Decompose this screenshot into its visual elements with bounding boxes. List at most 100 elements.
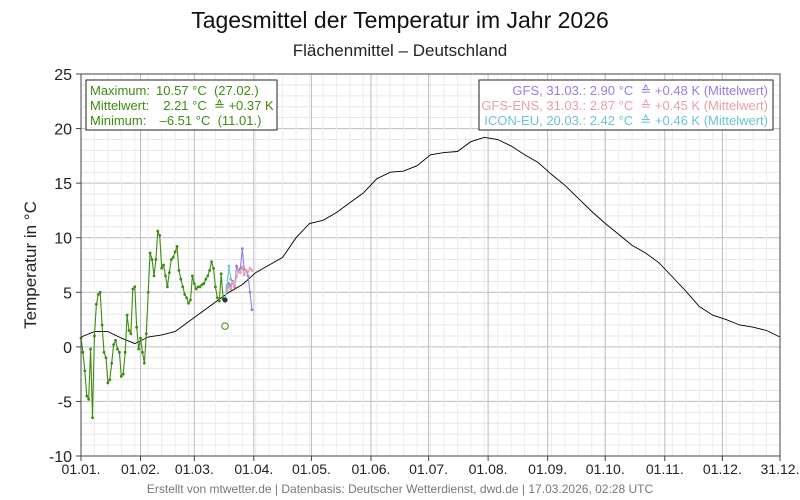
- series-point: [204, 277, 208, 281]
- series-line: [224, 266, 232, 300]
- series-point: [212, 266, 215, 270]
- series-point: [110, 361, 114, 365]
- series-point: [123, 350, 127, 354]
- series-line: [80, 136, 781, 345]
- x-axis-ticks: 01.01. 01.02. 01.03. 01.04. 01.05. 01.06. 01.0…: [62, 456, 800, 477]
- stat-value: 2.21 °C ≙ +0.37 K: [156, 98, 274, 113]
- series-point: [142, 361, 146, 365]
- footer-credit: Erstellt von mtwetter.de | Datenbasis: D…: [147, 482, 654, 496]
- marker-layer: [221, 297, 229, 330]
- x-tick-label: 01.08.: [469, 461, 508, 477]
- chart-title: Tagesmittel der Temperatur im Jahr 2026: [191, 7, 609, 33]
- series-point: [194, 287, 198, 291]
- series-point: [148, 251, 152, 255]
- series-point: [127, 329, 131, 332]
- series-point: [131, 287, 135, 291]
- series-point: [215, 296, 219, 300]
- series-point: [246, 274, 250, 278]
- series-point: [235, 275, 238, 279]
- series-point: [100, 323, 104, 327]
- x-tick-label: 01.06.: [352, 461, 391, 477]
- grid: [80, 73, 781, 457]
- series-point: [192, 282, 196, 285]
- series-point: [156, 229, 160, 233]
- series-point: [187, 301, 190, 305]
- series-point: [169, 258, 173, 261]
- series-point: [185, 296, 189, 300]
- series-point: [181, 285, 185, 289]
- y-tick-label: 20: [54, 122, 72, 139]
- series-layer: [79, 136, 781, 420]
- series-point: [137, 347, 141, 351]
- series-point: [139, 336, 142, 340]
- forecast-box: GFS, 31.03.: 2.90 °C ≙ +0.48 K (Mittelwe…: [478, 79, 774, 131]
- series-point: [93, 334, 96, 338]
- series-point: [108, 378, 112, 381]
- series-point: [196, 285, 200, 289]
- stat-label: Maximum:: [90, 83, 150, 98]
- current-value-marker: [222, 297, 228, 303]
- series-point: [135, 325, 139, 329]
- series-point: [104, 356, 108, 360]
- statistics-box: Maximum: 10.57 °C (27.02.) Mittelwert: 2.2…: [85, 79, 278, 131]
- series-point: [133, 285, 137, 289]
- series-point: [98, 290, 102, 294]
- forecast-box-frame: [478, 79, 774, 131]
- y-tick-label: 15: [54, 176, 72, 193]
- series-point: [154, 258, 158, 261]
- series-point: [225, 284, 229, 288]
- series-point: [158, 234, 162, 237]
- series-point: [85, 394, 89, 398]
- series-point: [206, 274, 210, 278]
- stat-value: 10.57 °C (27.02.): [156, 83, 259, 98]
- series-point: [179, 277, 183, 281]
- series-point: [91, 416, 94, 420]
- series-point: [106, 381, 110, 385]
- series-point: [238, 271, 242, 275]
- x-tick-label: 31.12.: [761, 461, 800, 477]
- chart-subtitle: Flächenmittel – Deutschland: [293, 41, 508, 60]
- x-tick-label: 01.10.: [586, 461, 625, 477]
- x-tick-label: 01.05.: [292, 461, 331, 477]
- series-point: [119, 374, 123, 378]
- series-point: [235, 264, 238, 268]
- series-point: [160, 266, 164, 270]
- y-axis-ticks: -10 -5 0 5 10 15 20 25: [49, 67, 81, 466]
- series-point: [125, 313, 129, 317]
- series-point: [214, 285, 217, 289]
- series-point: [227, 282, 231, 285]
- y-tick-label: 10: [54, 231, 72, 248]
- series-point: [89, 347, 93, 351]
- series-point: [150, 258, 154, 261]
- series-point: [233, 284, 237, 288]
- x-tick-label: 01.02.: [121, 461, 160, 477]
- series-point: [248, 266, 252, 270]
- series-point: [189, 298, 192, 302]
- series-point: [240, 265, 244, 269]
- series-point: [190, 274, 194, 278]
- statistics-box-frame: [85, 79, 278, 131]
- series-point: [210, 260, 213, 264]
- series-point: [177, 269, 181, 272]
- series-point: [250, 269, 254, 272]
- forecast-entry: ICON-EU, 20.03.: 2.42 °C ≙ +0.46 K (Mitt…: [484, 113, 768, 128]
- series-point: [146, 290, 150, 294]
- series-point: [217, 299, 221, 303]
- series-line: [80, 230, 226, 418]
- stat-value: –6.51 °C (11.01.): [156, 113, 261, 128]
- x-tick-label: 01.12.: [703, 461, 742, 477]
- series-point: [175, 245, 179, 248]
- series-point: [183, 293, 187, 296]
- x-tick-label: 01.01.: [62, 461, 101, 477]
- y-tick-label: -10: [49, 449, 72, 466]
- forecast-entry: GFS, 31.03.: 2.90 °C ≙ +0.48 K (Mittelwe…: [512, 83, 768, 98]
- series-point: [87, 397, 91, 401]
- series-point: [102, 350, 106, 354]
- series-point: [152, 274, 156, 278]
- series-point: [144, 332, 148, 336]
- x-tick-label: 01.11.: [646, 461, 684, 477]
- y-tick-label: 25: [54, 67, 72, 84]
- series-point: [121, 372, 125, 376]
- series-point: [116, 347, 119, 351]
